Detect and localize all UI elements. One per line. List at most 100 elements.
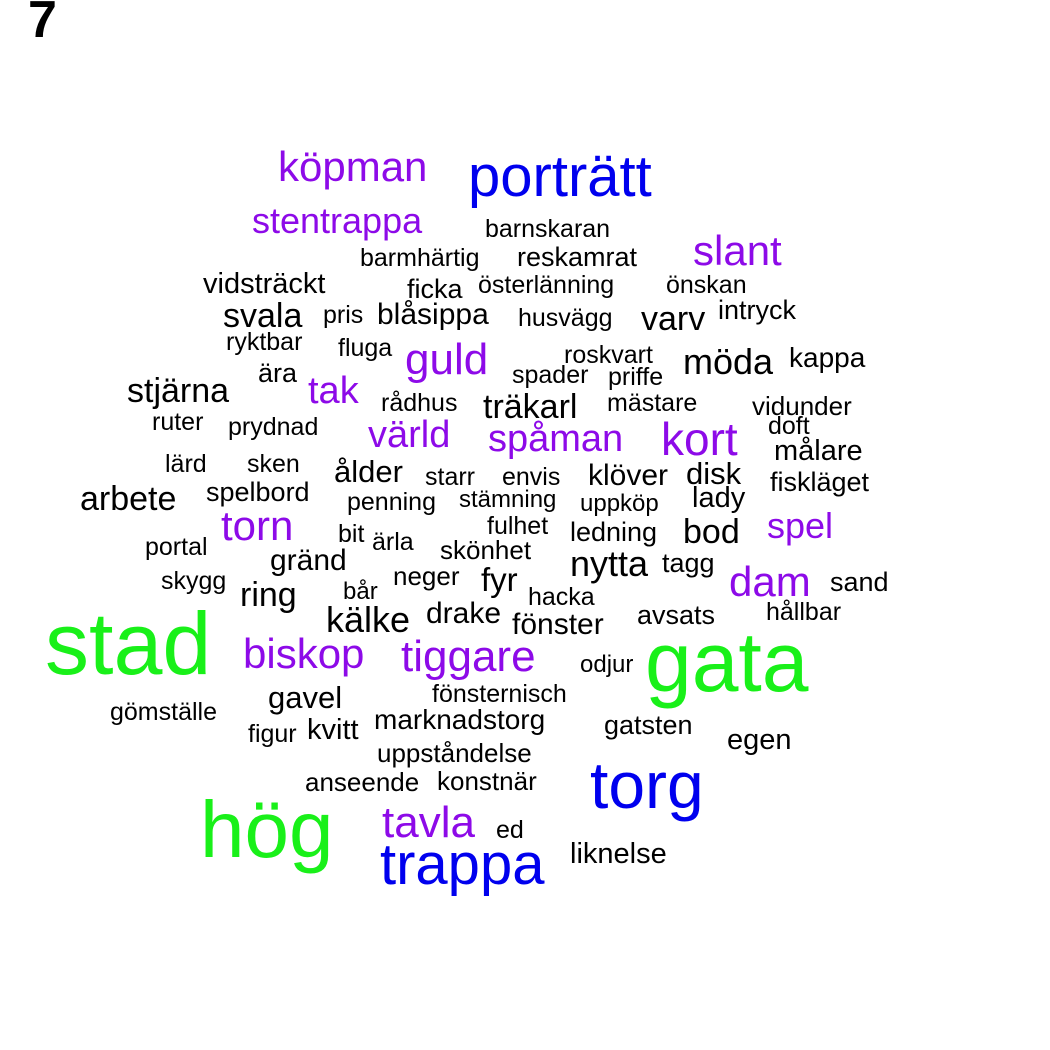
word-hallbar: hållbar bbox=[766, 598, 842, 626]
word-ledning: ledning bbox=[570, 517, 658, 547]
word-kopman: köpman bbox=[278, 143, 428, 190]
word-stad: stad bbox=[45, 594, 212, 693]
word-intryck: intryck bbox=[718, 295, 797, 325]
word-stjarna: stjärna bbox=[127, 372, 230, 410]
word-doft: doft bbox=[768, 412, 810, 440]
word-ruter: ruter bbox=[152, 408, 204, 436]
word-anseende: anseende bbox=[305, 767, 420, 797]
word-blasippa: blåsippa bbox=[377, 298, 489, 331]
word-neger: neger bbox=[393, 561, 460, 591]
word-fulhet: fulhet bbox=[487, 512, 549, 540]
word-kalke: kälke bbox=[326, 599, 411, 640]
word-sken: sken bbox=[247, 450, 300, 478]
word-spel: spel bbox=[767, 505, 834, 546]
word-bit: bit bbox=[338, 520, 365, 548]
word-odjur: odjur bbox=[580, 651, 634, 678]
word-fisklaget: fiskläget bbox=[770, 467, 870, 497]
word-bar: bår bbox=[343, 578, 378, 605]
word-torn: torn bbox=[221, 502, 294, 549]
word-guld: guld bbox=[405, 335, 489, 384]
word-gomstalle: gömställe bbox=[110, 698, 217, 726]
word-marknadstorg: marknadstorg bbox=[374, 704, 546, 735]
word-grand: gränd bbox=[270, 544, 347, 577]
word-skonhet: skönhet bbox=[440, 535, 532, 565]
word-barnskaran: barnskaran bbox=[485, 215, 611, 243]
word-ed: ed bbox=[496, 816, 524, 844]
word-arla: ärla bbox=[372, 528, 414, 556]
word-portratt: porträtt bbox=[468, 144, 652, 209]
word-bod: bod bbox=[683, 513, 740, 551]
word-tavla: tavla bbox=[382, 798, 475, 847]
word-fonsternisch: fönsternisch bbox=[432, 680, 567, 708]
word-vidstrackt: vidsträckt bbox=[203, 268, 326, 300]
word-hog: hög bbox=[200, 785, 334, 874]
word-tak: tak bbox=[308, 370, 359, 412]
word-hacka: hacka bbox=[528, 583, 595, 611]
word-kappa: kappa bbox=[789, 342, 866, 373]
word-priffe: priffe bbox=[608, 363, 664, 391]
panel-label: 7 bbox=[28, 0, 57, 49]
word-prydnad: prydnad bbox=[228, 413, 319, 441]
word-gata: gata bbox=[645, 615, 809, 709]
word-reskamrat: reskamrat bbox=[517, 242, 638, 272]
word-ficka: ficka bbox=[407, 274, 463, 304]
word-disk: disk bbox=[686, 456, 742, 491]
word-barmhartig: barmhärtig bbox=[360, 244, 480, 272]
word-roskvart: roskvart bbox=[564, 341, 653, 369]
word-tagg: tagg bbox=[662, 548, 715, 578]
word-gatsten: gatsten bbox=[604, 710, 693, 740]
word-fonster: fönster bbox=[512, 608, 604, 641]
word-arbete: arbete bbox=[80, 480, 177, 518]
word-ara: ära bbox=[258, 358, 298, 388]
word-osterlanning: österlänning bbox=[478, 271, 615, 299]
word-lady: lady bbox=[692, 482, 746, 514]
word-klover: klöver bbox=[588, 459, 669, 492]
word-svala: svala bbox=[223, 297, 303, 335]
word-moda: möda bbox=[683, 341, 774, 382]
word-gavel: gavel bbox=[268, 680, 343, 715]
word-stamning: stämning bbox=[459, 486, 557, 513]
word-fyr: fyr bbox=[481, 561, 518, 598]
word-ring: ring bbox=[240, 576, 297, 614]
word-avsats: avsats bbox=[637, 600, 716, 630]
word-pris: pris bbox=[323, 301, 364, 329]
word-liknelse: liknelse bbox=[570, 838, 667, 870]
word-malare: målare bbox=[774, 435, 863, 467]
word-vidunder: vidunder bbox=[752, 391, 852, 421]
word-portal: portal bbox=[145, 533, 208, 561]
word-tiggare: tiggare bbox=[401, 632, 536, 681]
word-mastare: mästare bbox=[607, 389, 698, 417]
word-alder: ålder bbox=[334, 454, 403, 489]
word-varv: varv bbox=[641, 300, 706, 338]
word-kort: kort bbox=[661, 413, 738, 465]
word-egen: egen bbox=[727, 724, 792, 756]
word-husvagg: husvägg bbox=[518, 304, 613, 332]
word-onskan: önskan bbox=[666, 271, 747, 299]
word-fluga: fluga bbox=[338, 334, 393, 362]
word-slant: slant bbox=[693, 227, 782, 274]
word-uppkop: uppköp bbox=[580, 490, 659, 517]
word-biskop: biskop bbox=[243, 630, 365, 677]
word-trakarl: träkarl bbox=[483, 388, 578, 426]
word-nytta: nytta bbox=[570, 543, 649, 584]
word-drake: drake bbox=[426, 597, 502, 630]
word-uppstandelse: uppståndelse bbox=[377, 738, 532, 768]
word-konstnar: konstnär bbox=[437, 766, 537, 796]
word-trappa: trappa bbox=[380, 832, 545, 897]
word-spelbord: spelbord bbox=[206, 477, 310, 507]
word-kvitt: kvitt bbox=[307, 714, 359, 746]
word-spaman: spåman bbox=[488, 418, 624, 460]
word-torg: torg bbox=[590, 748, 704, 822]
word-envis: envis bbox=[502, 463, 561, 491]
word-dam: dam bbox=[729, 558, 811, 605]
word-starr: starr bbox=[425, 463, 475, 491]
word-lard: lärd bbox=[165, 450, 207, 478]
word-radhus: rådhus bbox=[381, 389, 458, 417]
word-stentrappa: stentrappa bbox=[252, 200, 423, 241]
word-figur: figur bbox=[248, 720, 297, 748]
word-varld: värld bbox=[368, 414, 451, 456]
word-ryktbar: ryktbar bbox=[226, 328, 303, 356]
word-spader: spader bbox=[512, 361, 589, 389]
word-skygg: skygg bbox=[161, 567, 227, 595]
word-sand: sand bbox=[830, 567, 889, 597]
